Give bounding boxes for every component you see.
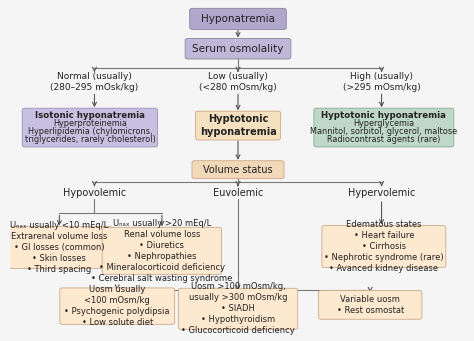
FancyBboxPatch shape xyxy=(195,111,281,140)
FancyBboxPatch shape xyxy=(178,288,298,329)
FancyBboxPatch shape xyxy=(102,227,222,275)
Text: Hyponatremia: Hyponatremia xyxy=(201,14,275,24)
Text: Mannitol, sorbitol, glycerol, maltose: Mannitol, sorbitol, glycerol, maltose xyxy=(310,127,457,136)
FancyBboxPatch shape xyxy=(60,288,174,324)
Text: Edematous states
• Heart failure
• Cirrhosis
• Nephrotic syndrome (rare)
• Avanc: Edematous states • Heart failure • Cirrh… xyxy=(324,220,444,273)
Text: Hypovolemic: Hypovolemic xyxy=(63,188,126,198)
Text: Hyptotonic
hyponatremia: Hyptotonic hyponatremia xyxy=(200,114,276,137)
FancyBboxPatch shape xyxy=(322,225,446,268)
Text: Volume status: Volume status xyxy=(203,165,273,175)
FancyBboxPatch shape xyxy=(190,8,286,30)
Text: Low (usually)
(<280 mOsm/kg): Low (usually) (<280 mOsm/kg) xyxy=(199,72,277,92)
Text: Normal (usually)
(280–295 mOsk/kg): Normal (usually) (280–295 mOsk/kg) xyxy=(50,72,138,92)
Text: Hyperlipidemia (chylomicrons,: Hyperlipidemia (chylomicrons, xyxy=(27,127,152,136)
Text: High (usually)
(>295 mOsm/kg): High (usually) (>295 mOsm/kg) xyxy=(343,72,420,92)
Text: Radiocontrast agents (rare): Radiocontrast agents (rare) xyxy=(327,135,440,144)
Text: triglycerides, rarely cholesterol): triglycerides, rarely cholesterol) xyxy=(25,135,155,144)
FancyBboxPatch shape xyxy=(7,226,112,269)
FancyBboxPatch shape xyxy=(22,108,157,147)
Text: Variable uosm
• Rest osmostat: Variable uosm • Rest osmostat xyxy=(337,295,404,315)
Text: Uosm >100 mOsm/kg,
usually >300 mOsm/kg
• SIADH
• Hypothyroidism
• Glucocorticoi: Uosm >100 mOsm/kg, usually >300 mOsm/kg … xyxy=(181,282,295,336)
FancyBboxPatch shape xyxy=(192,161,284,179)
Text: Serum osmolality: Serum osmolality xyxy=(192,44,284,54)
Text: Hyptotonic hyponatremia: Hyptotonic hyponatremia xyxy=(321,112,447,120)
FancyBboxPatch shape xyxy=(314,108,454,147)
Text: Uosm usually
<100 mOsm/kg
• Psychogenic polydipsia
• Low solute diet: Uosm usually <100 mOsm/kg • Psychogenic … xyxy=(64,285,170,327)
Text: Isotonic hyponatremia: Isotonic hyponatremia xyxy=(35,112,145,120)
Text: Hypervolemic: Hypervolemic xyxy=(348,188,415,198)
FancyBboxPatch shape xyxy=(319,291,422,319)
Text: Uₙₐₓ usually <10 mEq/L
Extrarenal volume loss
• GI losses (common)
• Skin losses: Uₙₐₓ usually <10 mEq/L Extrarenal volume… xyxy=(10,221,109,274)
Text: Euvolemic: Euvolemic xyxy=(213,188,263,198)
Text: Hyperproteinemia: Hyperproteinemia xyxy=(53,119,127,128)
Text: Uₙₐₓ usually >20 mEq/L
Renal volume loss
• Diuretics
• Nephropathies
• Mineraloc: Uₙₐₓ usually >20 mEq/L Renal volume loss… xyxy=(91,219,233,283)
FancyBboxPatch shape xyxy=(185,39,291,59)
Text: Hyperglycemia: Hyperglycemia xyxy=(353,119,414,128)
